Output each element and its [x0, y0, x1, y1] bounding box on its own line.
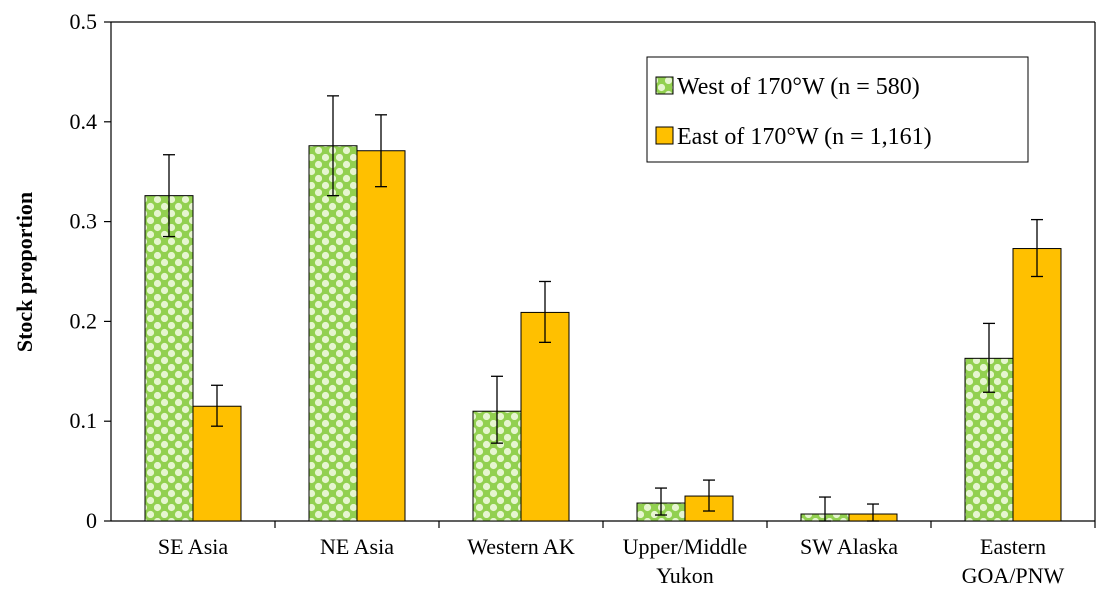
- y-tick-label: 0.2: [70, 308, 98, 333]
- error-bar-east: [539, 280, 551, 344]
- x-tick-label: SW Alaska: [800, 534, 898, 559]
- legend-label-west: West of 170°W (n = 580): [677, 74, 920, 100]
- legend-box: [646, 56, 1029, 163]
- x-tick-label: Upper/Middle Yukon: [623, 534, 748, 588]
- y-tick-label: 0: [86, 508, 97, 533]
- legend-swatch-west: [655, 76, 674, 95]
- error-bar-west: [655, 487, 667, 516]
- y-tick-label: 0.3: [70, 209, 98, 234]
- plot-area: [111, 21, 1096, 521]
- y-tick-label: 0.4: [70, 109, 98, 134]
- error-bar-east: [867, 503, 879, 522]
- error-bar-east: [1031, 218, 1043, 278]
- bar-east: [356, 150, 406, 522]
- legend-label-east: East of 170°W (n = 1,161): [677, 124, 932, 150]
- x-tick-label: SE Asia: [158, 534, 229, 559]
- bar-east: [1012, 248, 1062, 522]
- bar-east: [520, 311, 570, 522]
- bars: [144, 145, 1062, 522]
- error-bars: [163, 95, 1043, 522]
- error-bar-east: [703, 479, 715, 512]
- error-bar-west: [983, 322, 995, 393]
- error-bar-east: [375, 114, 387, 188]
- x-tick-label: Western AK: [467, 534, 575, 559]
- bar-west: [472, 410, 522, 522]
- legend-swatch-east: [655, 126, 674, 145]
- y-axis-title: Stock proportion: [12, 192, 37, 352]
- y-tick-label: 0.5: [70, 9, 98, 34]
- y-axis: 0 0.1 0.2 0.3 0.4 0.5: [70, 9, 112, 533]
- x-axis: SE Asia NE Asia Western AK Upper/Middle Yuko…: [111, 520, 1096, 588]
- x-tick-label: NE Asia: [320, 534, 394, 559]
- bar-west: [144, 195, 194, 522]
- bar-west: [308, 145, 358, 522]
- error-bar-west: [163, 154, 175, 238]
- y-tick-label: 0.1: [70, 408, 98, 433]
- error-bar-west: [491, 375, 503, 444]
- legend: West of 170°W (n = 580) East of 170°W (n…: [646, 56, 1029, 163]
- error-bar-west: [327, 95, 339, 197]
- x-tick-label: Eastern GOA/PNW: [962, 534, 1065, 588]
- error-bar-west: [819, 496, 831, 522]
- error-bar-east: [211, 384, 223, 427]
